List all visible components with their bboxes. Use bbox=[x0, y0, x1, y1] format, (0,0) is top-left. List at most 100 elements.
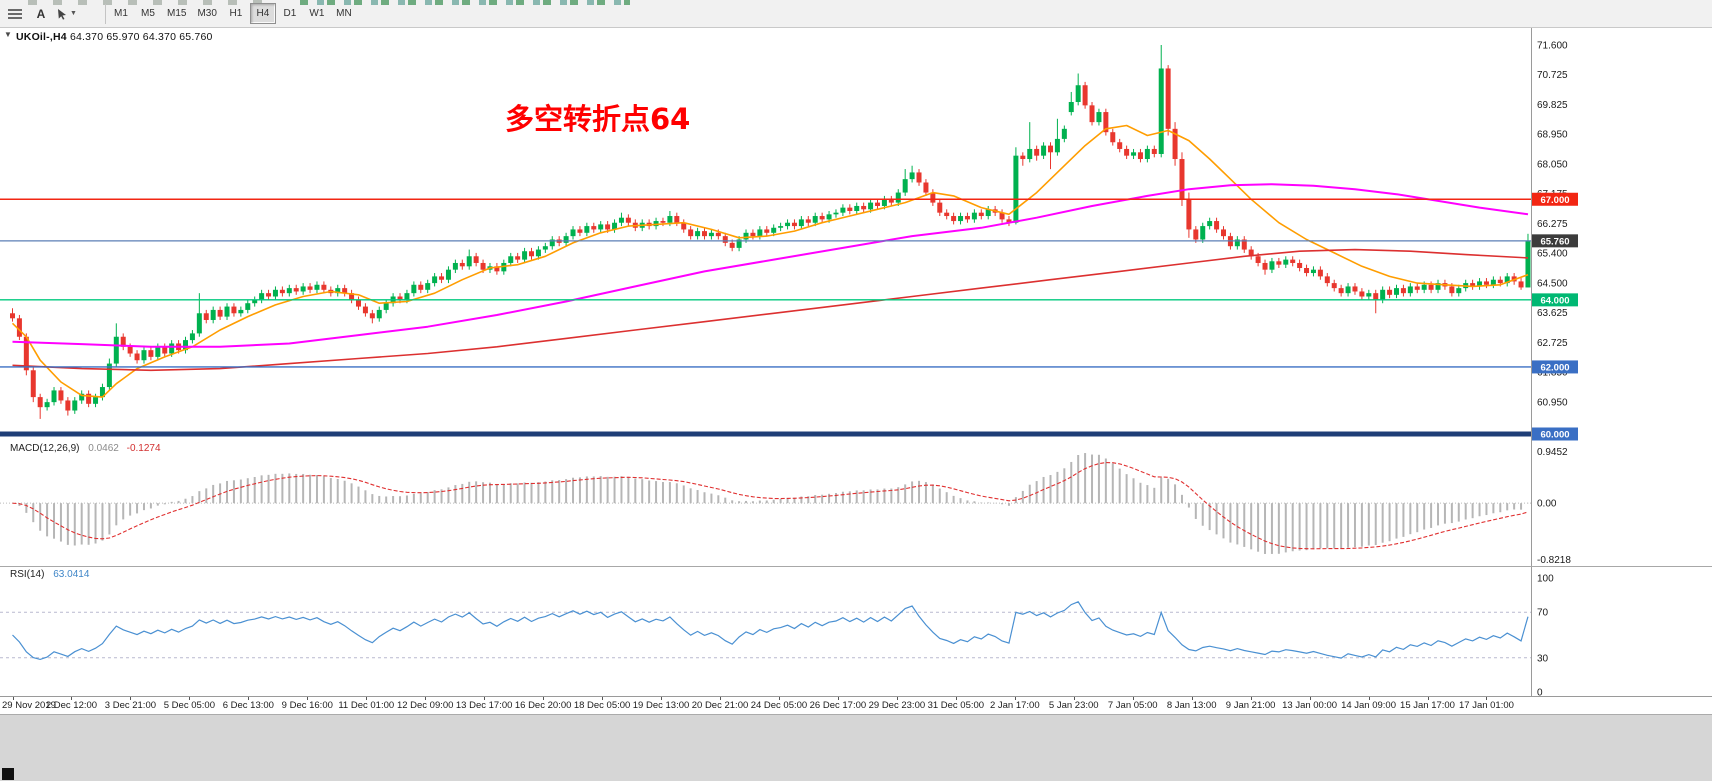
timeframe-button-d1[interactable]: D1 bbox=[277, 3, 303, 24]
timeframe-button-m5[interactable]: M5 bbox=[135, 3, 161, 24]
corner-box bbox=[2, 768, 14, 780]
price-tick-label: 68.050 bbox=[1537, 160, 1568, 171]
candle bbox=[584, 226, 590, 233]
price-badge bbox=[1532, 427, 1578, 441]
candle bbox=[805, 219, 811, 223]
macd-panel bbox=[0, 453, 1531, 554]
candle bbox=[369, 313, 375, 319]
candle bbox=[715, 232, 721, 237]
candle bbox=[1421, 284, 1427, 290]
candle bbox=[356, 299, 361, 307]
price-badge-label: 60.000 bbox=[1540, 430, 1569, 441]
price-badge bbox=[1532, 293, 1578, 307]
candle bbox=[16, 318, 22, 337]
time-tick bbox=[1486, 697, 1488, 700]
candle bbox=[1290, 259, 1296, 263]
time-label: 24 Dec 05:00 bbox=[750, 700, 808, 711]
timeframe-button-w1[interactable]: W1 bbox=[304, 3, 330, 24]
price-axis[interactable]: 71.60070.72569.82568.95068.05067.17566.2… bbox=[1531, 28, 1579, 696]
candle bbox=[466, 256, 472, 267]
price-badge bbox=[1532, 360, 1578, 374]
candle bbox=[854, 205, 860, 211]
candle bbox=[1241, 239, 1247, 250]
candle bbox=[349, 293, 355, 300]
candle bbox=[1158, 68, 1164, 154]
candle bbox=[909, 172, 915, 180]
timeframe-button-m15[interactable]: M15 bbox=[162, 3, 191, 24]
ma-slow-line bbox=[12, 248, 1529, 372]
candle bbox=[785, 222, 791, 227]
macd-tick-label: 0.9452 bbox=[1537, 447, 1568, 458]
candle bbox=[1317, 269, 1323, 277]
candle bbox=[1027, 148, 1033, 160]
timeframe-button-h1[interactable]: H1 bbox=[223, 3, 249, 24]
candle bbox=[307, 286, 313, 290]
timeframe-button-m1[interactable]: M1 bbox=[108, 3, 134, 24]
candle bbox=[708, 232, 714, 237]
candle bbox=[439, 276, 445, 280]
candle bbox=[861, 205, 867, 210]
candle bbox=[183, 340, 188, 351]
candle bbox=[113, 336, 119, 364]
candle bbox=[951, 216, 957, 222]
time-tick bbox=[1073, 697, 1075, 700]
candle bbox=[833, 212, 839, 215]
candle bbox=[902, 179, 908, 193]
candle bbox=[577, 229, 583, 233]
time-label: 8 Jan 13:00 bbox=[1166, 700, 1217, 711]
candle bbox=[1117, 142, 1123, 149]
candle bbox=[266, 293, 272, 297]
candle bbox=[272, 289, 278, 297]
price-badge-label: 65.760 bbox=[1540, 236, 1569, 247]
candle bbox=[736, 239, 742, 248]
candle bbox=[65, 400, 71, 411]
rsi-value: 63.0414 bbox=[53, 569, 90, 580]
rsi-tick-label: 100 bbox=[1537, 574, 1554, 585]
candle bbox=[1414, 286, 1420, 290]
candle bbox=[1131, 152, 1137, 156]
candle bbox=[376, 309, 382, 319]
candle bbox=[473, 256, 479, 263]
candle bbox=[189, 333, 195, 341]
arrow-tool-button[interactable]: ▼ bbox=[55, 3, 79, 24]
candle bbox=[362, 306, 368, 314]
time-tick bbox=[837, 697, 839, 700]
candle bbox=[798, 219, 804, 227]
timeframe-button-mn[interactable]: MN bbox=[331, 3, 357, 24]
candle bbox=[529, 251, 534, 257]
candle bbox=[674, 216, 680, 223]
time-axis[interactable]: 29 Nov 2019 2 Dec 12:00 3 Dec 21:00 5 Dec 0… bbox=[0, 696, 1712, 714]
time-tick bbox=[896, 697, 898, 700]
toolbar: A ▼ M1 M5 M15 M30 H1 H4 D1 W1 MN bbox=[0, 0, 1712, 28]
timeframe-button-m30[interactable]: M30 bbox=[192, 3, 221, 24]
candle bbox=[944, 212, 950, 217]
arrow-icon bbox=[58, 8, 67, 20]
candle bbox=[729, 242, 735, 248]
candle bbox=[1207, 221, 1213, 227]
price-tick-label: 63.625 bbox=[1537, 308, 1568, 319]
candle bbox=[1504, 276, 1510, 284]
candle bbox=[819, 216, 825, 220]
candle bbox=[868, 202, 874, 210]
time-label: 2 Jan 17:00 bbox=[989, 700, 1040, 711]
time-tick bbox=[248, 697, 250, 700]
time-tick bbox=[543, 697, 545, 700]
candle bbox=[1387, 289, 1393, 295]
time-label: 31 Dec 05:00 bbox=[927, 700, 985, 711]
timeframe-button-h4[interactable]: H4 bbox=[249, 3, 276, 24]
candle bbox=[1089, 105, 1095, 123]
list-tool-button[interactable] bbox=[3, 3, 27, 24]
candle bbox=[1400, 288, 1406, 294]
candle bbox=[930, 192, 936, 203]
chart-canvas[interactable]: 71.60070.72569.82568.95068.05067.17566.2… bbox=[0, 28, 1712, 696]
candle bbox=[411, 284, 417, 294]
candle bbox=[1435, 283, 1441, 290]
text-tool-button[interactable]: A bbox=[29, 3, 53, 24]
candle bbox=[1248, 249, 1254, 257]
candle bbox=[1061, 128, 1067, 139]
candle bbox=[1525, 240, 1531, 288]
candle bbox=[1186, 199, 1192, 230]
candle bbox=[335, 288, 341, 294]
candle bbox=[217, 309, 223, 317]
candle bbox=[134, 353, 140, 361]
